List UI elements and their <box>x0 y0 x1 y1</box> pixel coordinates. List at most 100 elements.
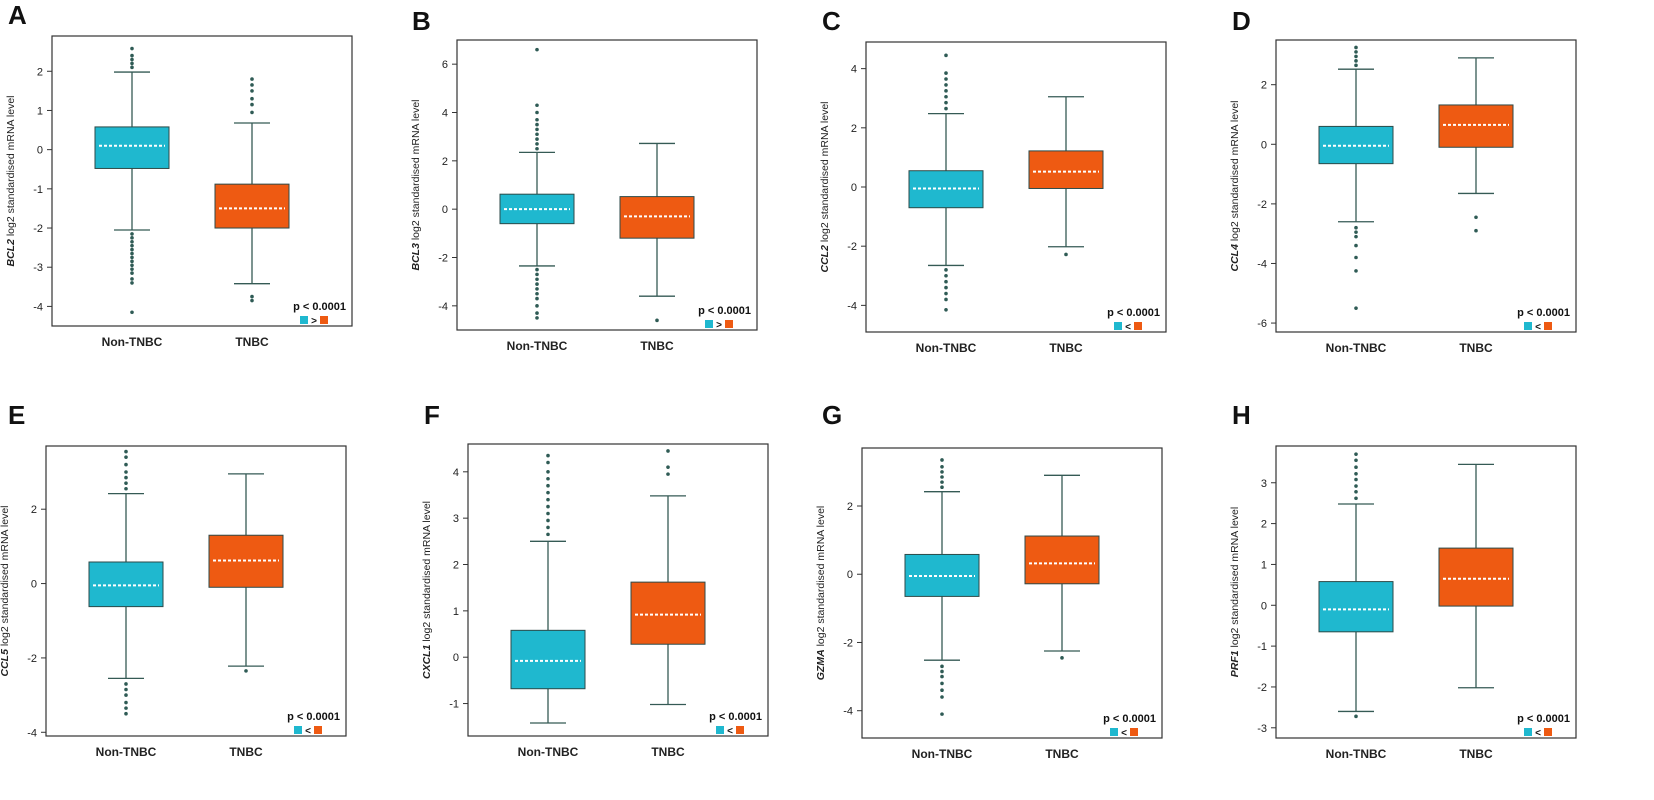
y-tick-label: 2 <box>847 501 853 513</box>
y-tick-label: 0 <box>1261 600 1267 612</box>
y-tick-label: 2 <box>442 156 448 168</box>
panel-label: C <box>822 6 841 36</box>
outlier-point <box>1354 452 1358 456</box>
outlier-point <box>940 458 944 462</box>
gene-name: GZMA <box>815 649 827 680</box>
y-tick-label: 0 <box>37 145 43 157</box>
legend-swatch-tnbc <box>1544 728 1552 736</box>
box-non-tnbc <box>1318 452 1394 719</box>
outlier-point <box>546 532 550 537</box>
outlier-point <box>1354 714 1358 719</box>
panel-d: D -6 -4 -2 0 2 CCL4 log2 standardised mRNA lev… <box>1229 6 1577 355</box>
outlier-point <box>944 53 948 58</box>
y-tick-label: -1 <box>1257 641 1267 653</box>
box-tnbc <box>208 473 284 673</box>
box-non-tnbc <box>94 46 170 315</box>
outlier-point <box>1354 45 1358 50</box>
x-category-label: TNBC <box>1459 341 1493 355</box>
comparison-sign: > <box>716 320 722 331</box>
outlier-point <box>535 47 539 52</box>
outlier-point <box>130 277 134 281</box>
outlier-point <box>944 89 948 93</box>
y-tick-label: 4 <box>851 64 857 76</box>
y-axis-label-suffix: log2 standardised mRNA level <box>815 506 827 650</box>
outlier-point <box>1354 255 1358 260</box>
y-tick-label: 2 <box>31 504 37 516</box>
outlier-point <box>124 462 128 467</box>
comparison-sign: < <box>1535 728 1541 739</box>
p-value: p < 0.0001 <box>1517 307 1570 319</box>
legend-swatch-non-tnbc <box>716 726 724 734</box>
outlier-point <box>535 267 539 272</box>
y-tick-label: -1 <box>449 699 459 711</box>
y-tick-label: -1 <box>33 184 43 196</box>
plot-frame <box>1275 445 1577 739</box>
outlier-point <box>546 470 550 474</box>
outlier-point <box>250 298 254 303</box>
x-category-label: TNBC <box>235 335 269 349</box>
y-tick-label: -2 <box>438 253 448 265</box>
outlier-point <box>1064 252 1068 257</box>
panel-h: H -3 -2 -1 0 1 2 3 PRF1 log2 standardised mRNA l… <box>1229 400 1577 761</box>
outlier-point <box>944 308 948 312</box>
outlier-point <box>944 268 948 272</box>
outlier-point <box>250 294 254 299</box>
legend-swatch-tnbc <box>725 320 733 328</box>
box-iqr <box>1438 104 1514 148</box>
y-axis-label: PRF1 log2 standardised mRNA level <box>1229 507 1241 677</box>
outlier-point <box>940 664 944 669</box>
outlier-point <box>535 296 539 301</box>
y-axis-label-suffix: log2 standardised mRNA level <box>421 501 433 645</box>
outlier-point <box>944 106 948 111</box>
box-iqr <box>1024 535 1100 585</box>
gene-name: CCL4 <box>1229 244 1241 272</box>
outlier-point <box>535 311 539 315</box>
box-iqr <box>510 629 586 690</box>
outlier-point <box>130 281 134 285</box>
panel-a: A -4 -3 -2 -1 0 1 2 BCL2 log2 standardised mRNA … <box>5 0 353 349</box>
outlier-point <box>130 251 134 256</box>
outlier-point <box>130 267 134 271</box>
p-value: p < 0.0001 <box>293 301 346 313</box>
legend-swatch-tnbc <box>736 726 744 734</box>
outlier-point <box>944 83 948 87</box>
outlier-point <box>1354 489 1358 494</box>
y-axis-label: BCL3 log2 standardised mRNA level <box>410 100 422 271</box>
outlier-point <box>535 127 539 132</box>
y-tick-label: 3 <box>1261 478 1267 490</box>
outlier-point <box>535 110 539 115</box>
y-tick-label: -4 <box>1257 258 1267 270</box>
outlier-point <box>130 255 134 260</box>
outlier-point <box>546 511 550 516</box>
legend-swatch-tnbc <box>1544 322 1552 330</box>
outlier-point <box>1354 484 1358 488</box>
outlier-point <box>1354 465 1358 470</box>
outlier-point <box>944 279 948 284</box>
y-axis-label: CCL2 log2 standardised mRNA level <box>819 102 831 273</box>
outlier-point <box>944 94 948 99</box>
y-tick-label: 6 <box>442 59 448 71</box>
outlier-point <box>1354 50 1358 54</box>
outlier-point <box>130 61 134 66</box>
p-value: p < 0.0001 <box>1103 713 1156 725</box>
gene-name: CCL5 <box>0 649 11 677</box>
outlier-point <box>250 102 254 107</box>
outlier-point <box>1354 496 1358 501</box>
x-category-label: Non-TNBC <box>916 341 977 355</box>
panel-label: H <box>1232 400 1251 430</box>
x-category-label: TNBC <box>640 339 674 353</box>
outlier-point <box>535 277 539 282</box>
outlier-point <box>666 472 670 476</box>
box-non-tnbc <box>1318 45 1394 310</box>
y-tick-label: -2 <box>33 223 43 235</box>
comparison-sign: < <box>305 726 311 737</box>
outlier-point <box>250 83 254 87</box>
y-tick-label: 2 <box>37 66 43 78</box>
comparison-sign: > <box>311 316 317 327</box>
p-value: p < 0.0001 <box>287 711 340 723</box>
box-non-tnbc <box>904 458 980 716</box>
box-tnbc <box>214 77 290 303</box>
box-iqr <box>1438 547 1514 607</box>
y-tick-label: 1 <box>37 105 43 117</box>
x-category-label: Non-TNBC <box>912 747 973 761</box>
